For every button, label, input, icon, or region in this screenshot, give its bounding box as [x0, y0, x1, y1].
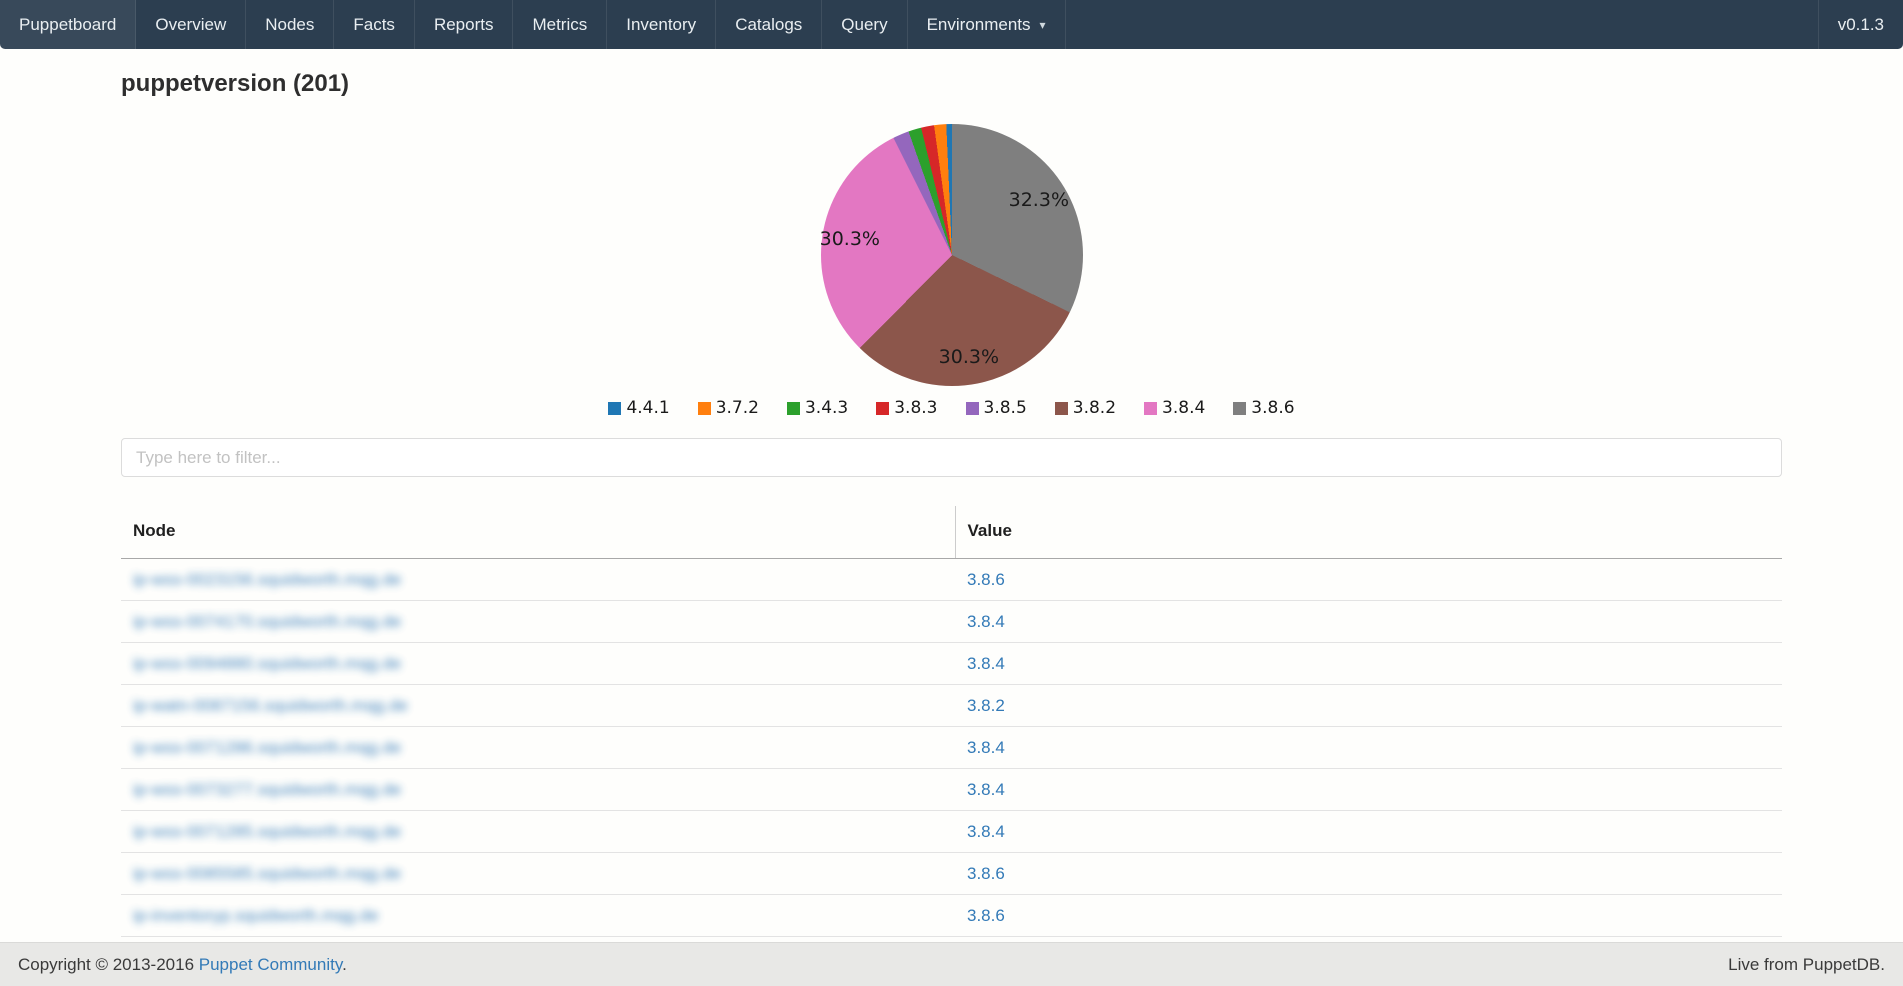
filter-input[interactable]	[121, 438, 1782, 477]
fact-pie-chart-area: 32.3% 30.3% 30.3% 4.4.1 3.7.2 3.4.3 3.8.3 3.8.…	[121, 98, 1782, 418]
page-title: puppetversion (201)	[121, 70, 350, 97]
nav-item-environments-dropdown[interactable]: Environments ▾	[908, 0, 1066, 49]
puppet-community-link[interactable]: Puppet Community	[198, 954, 343, 974]
nav-item-facts[interactable]: Facts	[334, 0, 415, 49]
legend-item-3.8.5: 3.8.5	[965, 398, 1027, 418]
nav-item-reports[interactable]: Reports	[415, 0, 514, 49]
value-link[interactable]: 3.8.4	[967, 738, 1005, 757]
legend-swatch-icon	[876, 401, 890, 415]
node-link[interactable]: ip-wss-0074170.squidworth.mqg.de	[133, 612, 402, 631]
legend-item-3.7.2: 3.7.2	[697, 398, 759, 418]
table-row: ip-wss-0071286.squidworth.mqg.de 3.8.4	[121, 726, 1782, 769]
value-link[interactable]: 3.8.4	[967, 612, 1005, 631]
value-link[interactable]: 3.8.4	[967, 822, 1005, 841]
value-link[interactable]: 3.8.2	[967, 696, 1005, 715]
node-link[interactable]: ip-wss-0071285.squidworth.mqg.de	[133, 822, 402, 841]
value-link[interactable]: 3.8.6	[967, 570, 1005, 589]
nav-item-query[interactable]: Query	[822, 0, 908, 49]
filter-bar	[121, 438, 1782, 477]
value-link[interactable]: 3.8.6	[967, 864, 1005, 883]
column-header-node[interactable]: Node	[121, 506, 956, 559]
legend-item-3.8.6: 3.8.6	[1233, 398, 1295, 418]
chevron-down-icon: ▾	[1039, 17, 1046, 32]
nav-item-inventory[interactable]: Inventory	[607, 0, 717, 49]
table-row: ip-wss-0085585.squidworth.mqg.de 3.8.6	[121, 852, 1782, 895]
legend-item-3.8.4: 3.8.4	[1144, 398, 1205, 418]
legend-swatch-icon	[1144, 401, 1158, 415]
table-row: ip-wss-0074170.squidworth.mqg.de 3.8.4	[121, 600, 1782, 643]
table-header-row: Node Value	[121, 506, 1782, 559]
value-link[interactable]: 3.8.4	[967, 780, 1005, 799]
nav-item-catalogs[interactable]: Catalogs	[716, 0, 823, 49]
node-link[interactable]: ip-wss-0094880.squidworth.mqg.de	[133, 654, 402, 673]
table-row: ip-wss-0071285.squidworth.mqg.de 3.8.4	[121, 810, 1782, 853]
navbar-spacer	[1066, 0, 1818, 49]
legend-item-3.4.3: 3.4.3	[786, 398, 849, 418]
copyright-suffix: .	[342, 954, 347, 974]
node-link[interactable]: ip-wss-0023156.squidworth.mqg.de	[133, 570, 402, 589]
node-link[interactable]: ip-watn-0087156.squidworth.mqg.de	[133, 696, 409, 715]
column-header-value[interactable]: Value	[955, 506, 1782, 559]
pie-slice-label: 30.3%	[938, 345, 1000, 368]
legend-label: 3.8.3	[894, 398, 938, 418]
legend-item-3.8.2: 3.8.2	[1054, 398, 1117, 418]
live-from-puppetdb-label: Live from PuppetDB.	[1728, 954, 1885, 974]
environments-dropdown-label: Environments	[926, 14, 1031, 34]
table-row: ip-wss-0094880.squidworth.mqg.de 3.8.4	[121, 642, 1782, 685]
nav-item-puppetboard[interactable]: Puppetboard	[0, 0, 137, 49]
copyright-prefix: Copyright © 2013-2016	[18, 954, 199, 974]
page-footer: Copyright © 2013-2016 Puppet Community. …	[0, 942, 1903, 986]
legend-swatch-icon	[697, 401, 711, 415]
pie-slice-label: 32.3%	[1008, 189, 1069, 212]
legend-label: 3.7.2	[715, 398, 759, 418]
value-link[interactable]: 3.8.6	[967, 906, 1005, 925]
legend-swatch-icon	[1233, 401, 1247, 415]
legend-label: 3.8.4	[1162, 398, 1206, 418]
table-row: ip-wss-0073277.squidworth.mqg.de 3.8.4	[121, 768, 1782, 811]
pie-chart: 32.3% 30.3% 30.3%	[819, 124, 1083, 386]
copyright-text: Copyright © 2013-2016 Puppet Community.	[18, 955, 347, 975]
pie-slice-label: 30.3%	[819, 227, 880, 250]
value-link[interactable]: 3.8.4	[967, 654, 1005, 673]
legend-swatch-icon	[1054, 401, 1068, 415]
nav-item-metrics[interactable]: Metrics	[513, 0, 608, 49]
legend-label: 3.8.5	[983, 398, 1027, 418]
legend-item-3.8.3: 3.8.3	[876, 398, 938, 418]
top-navbar: Puppetboard Overview Nodes Facts Reports Metr…	[0, 0, 1903, 49]
table-row: ip-watn-0087156.squidworth.mqg.de 3.8.2	[121, 684, 1782, 727]
legend-swatch-icon	[608, 401, 622, 415]
legend-label: 3.8.2	[1072, 398, 1117, 418]
node-link[interactable]: ip-wss-0085585.squidworth.mqg.de	[133, 864, 402, 883]
legend-item-4.4.1: 4.4.1	[608, 398, 670, 418]
legend-label: 3.8.6	[1251, 398, 1295, 418]
node-link[interactable]: ip-wss-0073277.squidworth.mqg.de	[133, 780, 402, 799]
legend-label: 4.4.1	[626, 398, 670, 418]
legend-swatch-icon	[965, 401, 979, 415]
fact-values-table: Node Value ip-wss-0023156.squidworth.mqg…	[121, 506, 1782, 937]
node-link[interactable]: ip-inventoryp.squidworth.mqg.de	[133, 906, 379, 925]
node-link[interactable]: ip-wss-0071286.squidworth.mqg.de	[133, 738, 402, 757]
table-row: ip-wss-0023156.squidworth.mqg.de 3.8.6	[121, 558, 1782, 601]
main-content: puppetversion (201) 32.3% 30.3% 30.3% 4.4.…	[0, 70, 1903, 937]
nav-item-nodes[interactable]: Nodes	[246, 0, 335, 49]
app-version-label: v0.1.3	[1817, 0, 1903, 49]
legend-swatch-icon	[786, 401, 800, 415]
table-row: ip-inventoryp.squidworth.mqg.de 3.8.6	[121, 894, 1782, 937]
nav-item-overview[interactable]: Overview	[136, 0, 247, 49]
legend-label: 3.4.3	[804, 398, 849, 418]
pie-legend: 4.4.1 3.7.2 3.4.3 3.8.3 3.8.5 3.8.2 3.8.4 3.8.6	[594, 398, 1308, 418]
